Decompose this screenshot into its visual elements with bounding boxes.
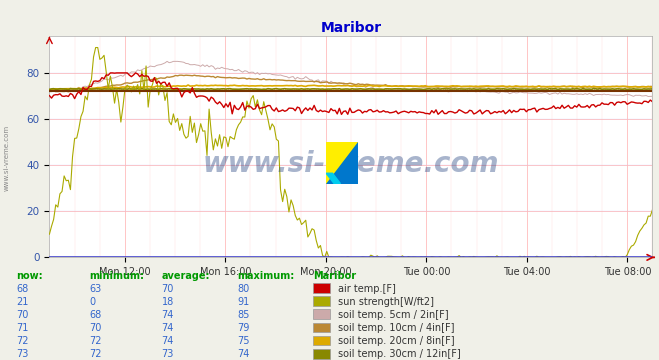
Text: 72: 72 [16, 336, 29, 346]
Text: soil temp. 30cm / 12in[F]: soil temp. 30cm / 12in[F] [338, 349, 461, 359]
Text: 74: 74 [161, 336, 174, 346]
Text: 74: 74 [237, 349, 250, 359]
Polygon shape [326, 142, 358, 184]
Text: www.si-vreme.com: www.si-vreme.com [3, 125, 10, 192]
Text: sun strength[W/ft2]: sun strength[W/ft2] [338, 297, 434, 307]
Text: now:: now: [16, 271, 43, 280]
Text: maximum:: maximum: [237, 271, 295, 280]
Text: 68: 68 [89, 310, 101, 320]
Title: Maribor: Maribor [320, 21, 382, 35]
Text: 73: 73 [161, 349, 174, 359]
Text: 91: 91 [237, 297, 250, 307]
Bar [313, 336, 330, 346]
Text: 71: 71 [16, 323, 29, 333]
Bar [313, 283, 330, 293]
Text: 73: 73 [16, 349, 29, 359]
Text: www.si-vreme.com: www.si-vreme.com [203, 150, 499, 179]
Text: average:: average: [161, 271, 210, 280]
Text: minimum:: minimum: [89, 271, 144, 280]
Polygon shape [326, 173, 341, 184]
Text: 80: 80 [237, 284, 250, 294]
Text: 74: 74 [161, 323, 174, 333]
Text: 70: 70 [16, 310, 29, 320]
Text: 18: 18 [161, 297, 174, 307]
Text: soil temp. 5cm / 2in[F]: soil temp. 5cm / 2in[F] [338, 310, 449, 320]
Text: 75: 75 [237, 336, 250, 346]
Text: air temp.[F]: air temp.[F] [338, 284, 396, 294]
Polygon shape [326, 142, 358, 184]
Text: soil temp. 10cm / 4in[F]: soil temp. 10cm / 4in[F] [338, 323, 455, 333]
Text: 63: 63 [89, 284, 101, 294]
Text: 72: 72 [89, 349, 101, 359]
Text: 72: 72 [89, 336, 101, 346]
Bar [313, 349, 330, 359]
Bar [313, 310, 330, 319]
Text: 74: 74 [161, 310, 174, 320]
Text: 85: 85 [237, 310, 250, 320]
Text: 70: 70 [161, 284, 174, 294]
Text: 0: 0 [89, 297, 95, 307]
Text: 21: 21 [16, 297, 29, 307]
Text: soil temp. 20cm / 8in[F]: soil temp. 20cm / 8in[F] [338, 336, 455, 346]
Text: Maribor: Maribor [313, 271, 356, 280]
Bar [313, 323, 330, 332]
Bar [313, 296, 330, 306]
Text: 79: 79 [237, 323, 250, 333]
Text: 68: 68 [16, 284, 29, 294]
Text: 70: 70 [89, 323, 101, 333]
